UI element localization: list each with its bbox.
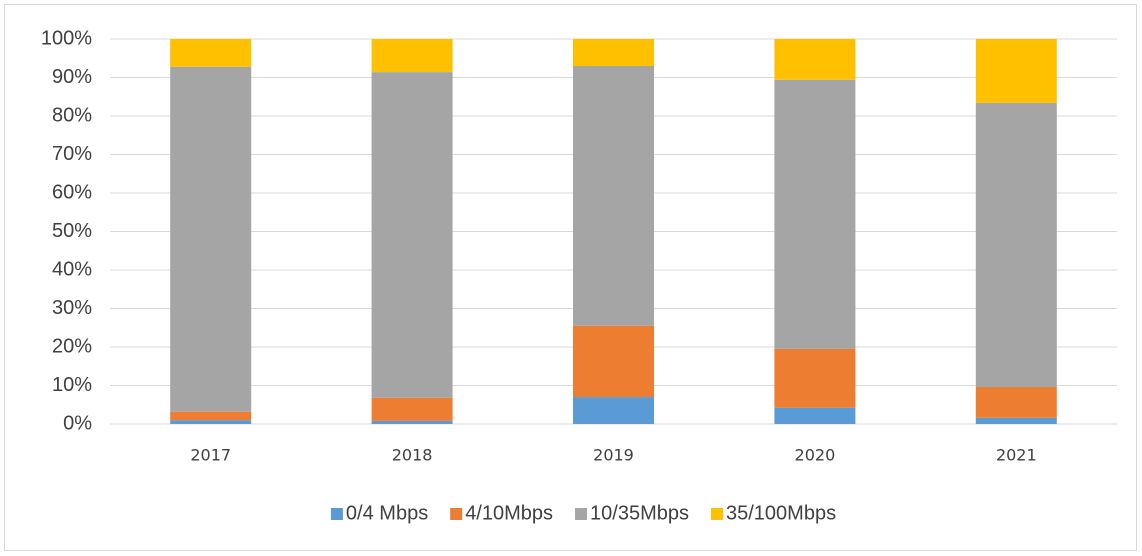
y-tick-label: 40% bbox=[52, 258, 92, 280]
bar-segment bbox=[774, 79, 856, 349]
bar-segment bbox=[774, 39, 856, 80]
bar-segment bbox=[975, 417, 1057, 424]
bar-segment bbox=[573, 65, 654, 326]
bar-segment bbox=[975, 387, 1057, 418]
bar-segment bbox=[170, 66, 252, 412]
y-tick-label: 80% bbox=[52, 104, 92, 126]
y-tick-label: 10% bbox=[52, 374, 92, 396]
x-tick-label: 2021 bbox=[996, 446, 1037, 465]
bar-segment bbox=[170, 411, 252, 421]
bar-segment bbox=[371, 72, 453, 398]
legend-label: 4/10Mbps bbox=[465, 502, 553, 524]
bar-segment bbox=[774, 407, 856, 424]
y-tick-label: 90% bbox=[52, 66, 92, 88]
legend-swatch bbox=[711, 508, 723, 520]
y-tick-label: 50% bbox=[52, 220, 92, 242]
bar-segment bbox=[975, 102, 1057, 388]
y-tick-label: 100% bbox=[41, 27, 92, 49]
bar-segment bbox=[573, 325, 654, 398]
legend-label: 10/35Mbps bbox=[590, 502, 689, 524]
bar-segment bbox=[573, 39, 654, 66]
legend-swatch bbox=[450, 508, 463, 520]
x-tick-label: 2020 bbox=[795, 446, 836, 465]
bar-segment bbox=[774, 348, 856, 408]
x-tick-label: 2019 bbox=[593, 446, 634, 465]
bar-segment bbox=[371, 39, 453, 73]
legend-swatch bbox=[330, 508, 343, 520]
bar-segment bbox=[170, 39, 252, 67]
bar-segment bbox=[371, 420, 453, 424]
bar-segment bbox=[371, 397, 453, 421]
legend-swatch bbox=[575, 508, 588, 520]
bar-segment bbox=[975, 39, 1057, 103]
y-tick-label: 20% bbox=[52, 335, 92, 357]
x-tick-label: 2017 bbox=[190, 446, 231, 465]
bar-segment bbox=[573, 397, 654, 424]
y-tick-label: 70% bbox=[52, 143, 92, 165]
y-tick-label: 60% bbox=[52, 181, 92, 203]
legend-label: 35/100Mbps bbox=[726, 502, 836, 524]
y-tick-label: 30% bbox=[52, 297, 92, 319]
y-tick-label: 0% bbox=[63, 412, 92, 434]
legend-label: 0/4 Mbps bbox=[346, 502, 428, 524]
bar-segment bbox=[170, 420, 252, 424]
x-tick-label: 2018 bbox=[392, 446, 433, 465]
